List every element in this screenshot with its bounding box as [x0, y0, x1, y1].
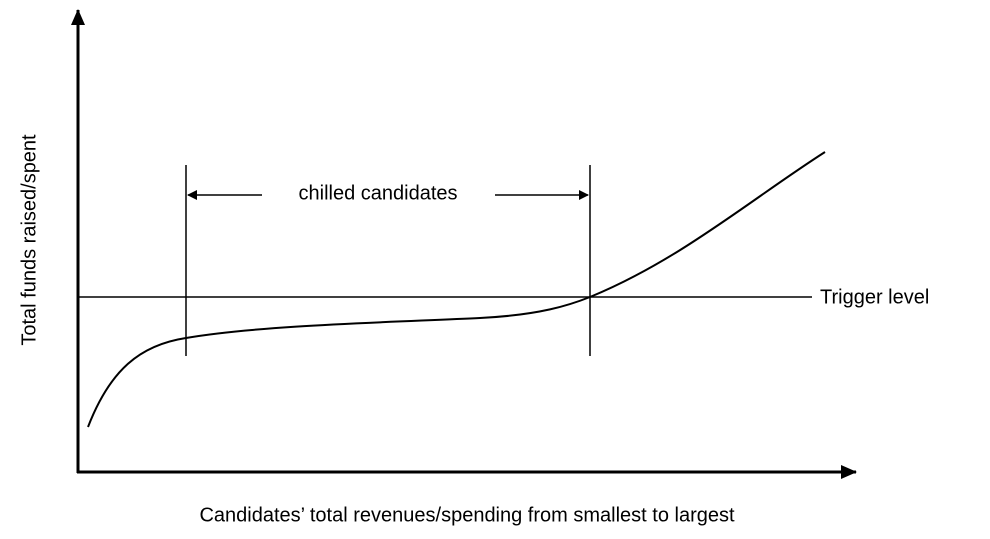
curve	[87, 151, 826, 428]
bracket-label: chilled candidates	[299, 182, 458, 204]
trigger-label: Trigger level	[820, 286, 929, 308]
x-axis-label: Candidates’ total revenues/spending from…	[199, 504, 735, 526]
y-axis-label: Total funds raised/spent	[18, 134, 40, 346]
